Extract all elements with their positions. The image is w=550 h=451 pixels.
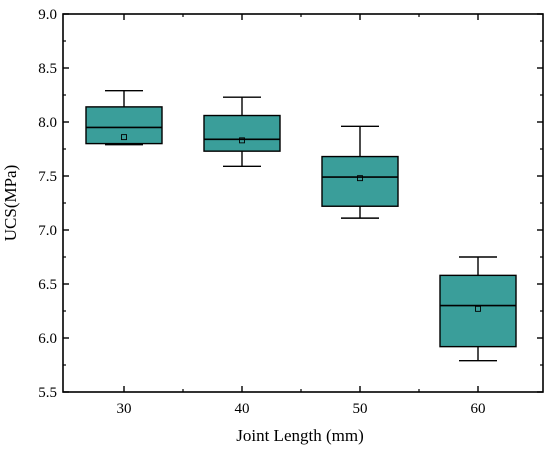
y-tick-label: 6.0 [38,331,57,347]
iqr-box [321,155,399,207]
x-tick-label: 60 [471,401,486,417]
iqr-box [203,114,281,152]
x-axis-title: Joint Length (mm) [236,426,363,445]
x-tick-label: 40 [235,401,250,417]
y-tick-label: 8.5 [38,61,57,77]
y-tick-label: 7.0 [38,223,57,239]
y-tick-label: 9.0 [38,7,57,23]
y-tick-label: 5.5 [38,385,57,401]
y-tick-label: 8.0 [38,115,57,131]
mean-marker [475,305,481,312]
mean-marker [239,137,245,144]
box-50 [321,125,399,219]
mean-marker [121,134,127,141]
iqr-box [85,106,163,145]
axes: 5.5 6.0 6.5 7.0 7.5 8.0 8.5 9.0 30 40 50 60 [38,7,543,417]
box-series [85,89,517,362]
box-30 [85,89,163,146]
mean-marker [357,175,363,182]
x-tick-label: 30 [117,401,132,417]
box-40 [203,96,281,167]
y-tick-label: 7.5 [38,169,57,185]
box-60 [439,256,517,362]
y-axis-title: UCS(MPa) [1,165,20,242]
y-tick-label: 6.5 [38,277,57,293]
x-tick-label: 50 [353,401,368,417]
